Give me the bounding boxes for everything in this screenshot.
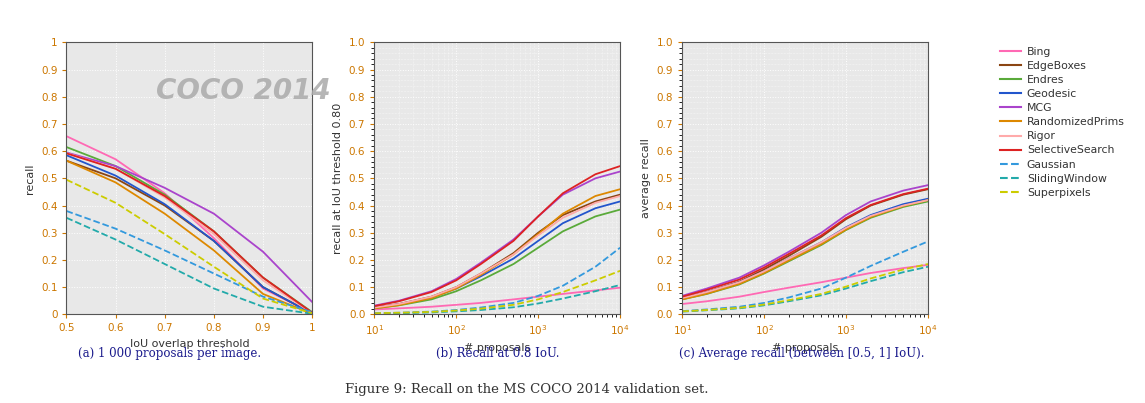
Text: COCO 2014: COCO 2014 xyxy=(156,77,331,105)
X-axis label: # proposals: # proposals xyxy=(464,343,530,353)
Y-axis label: average recall: average recall xyxy=(641,138,652,218)
Text: (a) 1 000 proposals per image.: (a) 1 000 proposals per image. xyxy=(78,347,261,359)
Y-axis label: recall at IoU threshold 0.80: recall at IoU threshold 0.80 xyxy=(333,103,344,254)
X-axis label: # proposals: # proposals xyxy=(772,343,838,353)
Text: Figure 9: Recall on the MS COCO 2014 validation set.: Figure 9: Recall on the MS COCO 2014 val… xyxy=(345,383,709,396)
Text: (c) Average recall (between [0.5, 1] IoU).: (c) Average recall (between [0.5, 1] IoU… xyxy=(679,347,924,359)
X-axis label: IoU overlap threshold: IoU overlap threshold xyxy=(129,339,250,349)
Legend: Bing, EdgeBoxes, Endres, Geodesic, MCG, RandomizedPrims, Rigor, SelectiveSearch,: Bing, EdgeBoxes, Endres, Geodesic, MCG, … xyxy=(995,42,1129,202)
Y-axis label: recall: recall xyxy=(25,163,35,193)
Text: (b) Recall at 0.8 IoU.: (b) Recall at 0.8 IoU. xyxy=(436,347,560,359)
